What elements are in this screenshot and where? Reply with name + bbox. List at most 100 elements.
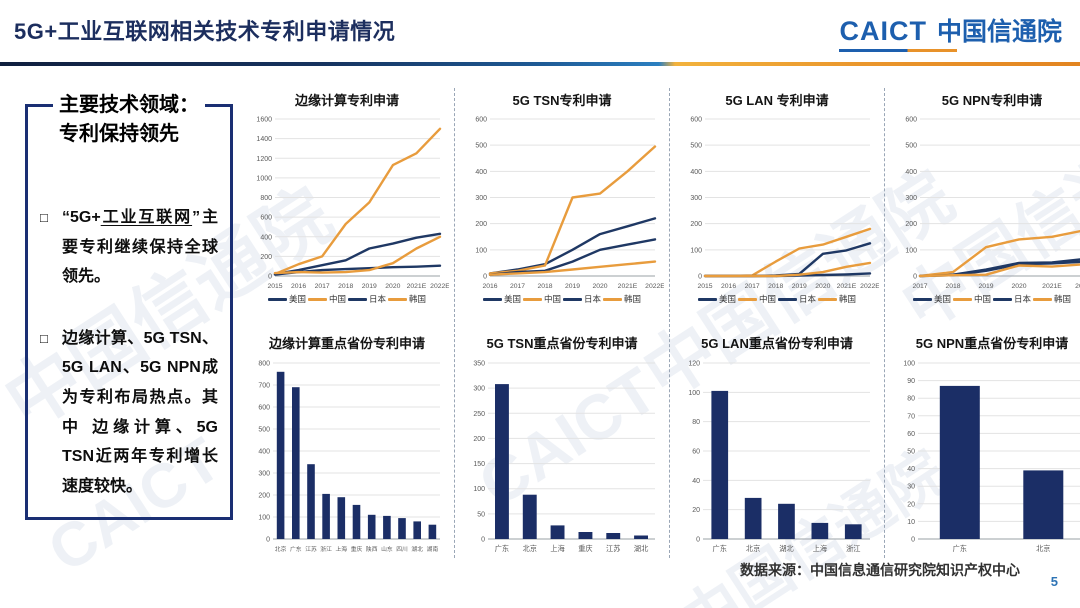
svg-text:400: 400 (260, 234, 272, 241)
svg-text:2018: 2018 (768, 283, 783, 290)
header: 5G+工业互联网相关技术专利申请情况 CAICT 中国信通院 (0, 0, 1080, 62)
svg-text:300: 300 (258, 471, 270, 478)
chart-5g-npn-provinces-bar: 5G NPN重点省份专利申请 0 10 20 30 40 50 60 70 80 90 100 广东 北京 (889, 333, 1080, 555)
chart-column-5g-tsn: 5G TSN专利申请 0 100 200 300 400 500 600 2016 2017 201… (455, 88, 670, 558)
svg-text:2015: 2015 (267, 283, 282, 290)
svg-text:0: 0 (483, 274, 487, 281)
svg-text:200: 200 (260, 254, 272, 261)
legend-line-swatch (563, 297, 582, 301)
svg-text:四川: 四川 (396, 546, 408, 553)
chart-column-edge-computing: 边缘计算专利申请 0 200 400 600 800 1000 1200 1400 1600 201… (240, 88, 455, 558)
svg-text:90: 90 (907, 378, 915, 385)
legend-line-swatch (522, 297, 542, 301)
svg-text:北京: 北京 (523, 544, 537, 553)
bar-plot: 0 50 100 150 200 250 300 350 广东 北京 上海 重庆 江苏 湖北 (473, 361, 655, 553)
panel-body: □ “5G+工业互联网”主要专利继续保持全球领先。 □ 边缘计算、5G TSN、… (28, 203, 230, 501)
chart-legend: 美国 中国 日本 韩国 (482, 293, 642, 305)
svg-text:100: 100 (258, 515, 270, 522)
svg-text:150: 150 (473, 461, 485, 468)
chart-title: 5G NPN重点省份专利申请 (915, 336, 1069, 351)
svg-text:100: 100 (688, 390, 700, 397)
svg-text:60: 60 (692, 449, 700, 456)
chart-legend: 美国 中国 日本 韩国 (697, 293, 857, 305)
svg-text:200: 200 (905, 221, 917, 228)
svg-text:500: 500 (690, 143, 702, 150)
chart-title: 5G NPN专利申请 (941, 93, 1043, 108)
svg-text:1400: 1400 (256, 136, 272, 143)
svg-text:浙江: 浙江 (320, 545, 332, 553)
svg-text:200: 200 (690, 221, 702, 228)
legend-line-swatch (778, 297, 797, 301)
panel-title-line2: 专利保持领先 (59, 123, 179, 145)
svg-text:2022E: 2022E (430, 283, 449, 290)
legend-item: 美国 (267, 293, 306, 305)
svg-text:1000: 1000 (256, 175, 272, 182)
legend-item: 中国 (307, 293, 346, 305)
svg-text:10: 10 (907, 519, 915, 526)
chart-title: 5G TSN重点省份专利申请 (486, 336, 638, 351)
svg-text:2021E: 2021E (407, 283, 427, 290)
svg-text:300: 300 (905, 195, 917, 202)
svg-text:300: 300 (690, 195, 702, 202)
svg-text:广东: 广东 (953, 544, 967, 553)
svg-text:1600: 1600 (256, 117, 272, 124)
bar-plot: 0 10 20 30 40 50 60 70 80 90 100 广东 北京 (903, 361, 1080, 553)
legend-line-swatch (952, 297, 972, 301)
svg-text:40: 40 (907, 466, 915, 473)
svg-text:300: 300 (475, 195, 487, 202)
legend-item: 日本 (563, 293, 601, 305)
legend-item: 中国 (737, 293, 776, 305)
bullet-text-1: “5G+工业互联网”主要专利继续保持全球领先。 (62, 209, 218, 286)
svg-text:2019: 2019 (362, 283, 377, 290)
svg-text:湖南: 湖南 (427, 545, 439, 553)
legend-line-swatch (1033, 297, 1053, 301)
svg-text:广东: 广东 (290, 545, 302, 553)
legend-line-swatch (482, 297, 502, 301)
svg-text:2022E: 2022E (1075, 283, 1080, 290)
chart-column-5g-npn: 5G NPN专利申请 0 100 200 300 400 500 600 2017 2018 201… (885, 88, 1080, 558)
svg-text:2022E: 2022E (860, 283, 879, 290)
svg-text:80: 80 (907, 396, 915, 403)
legend-line-swatch (267, 297, 287, 301)
charts-grid: 边缘计算专利申请 0 200 400 600 800 1000 1200 1400 1600 201… (240, 88, 1080, 558)
data-source-note: 数据来源：中国信息通信研究院知识产权中心 (740, 562, 1020, 578)
legend-item: 韩国 (603, 293, 641, 305)
svg-text:0: 0 (481, 537, 485, 544)
svg-text:50: 50 (907, 449, 915, 456)
chart-5g-tsn-line: 5G TSN专利申请 0 100 200 300 400 500 600 2016 2017 201… (459, 90, 665, 305)
header-divider (0, 62, 1080, 66)
svg-text:北京: 北京 (746, 544, 760, 553)
svg-text:2016: 2016 (291, 283, 306, 290)
svg-text:2017: 2017 (745, 283, 760, 290)
page-title: 5G+工业互联网相关技术专利申请情况 (14, 19, 396, 44)
svg-text:2020: 2020 (815, 283, 830, 290)
svg-text:湖北: 湖北 (634, 544, 648, 553)
chart-legend: 美国 中国 日本 韩国 (912, 293, 1072, 305)
chart-5g-npn-line: 5G NPN专利申请 0 100 200 300 400 500 600 2017 2018 201… (889, 90, 1080, 305)
legend-line-swatch (348, 297, 367, 301)
bullet-square-icon: □ (40, 330, 48, 346)
svg-text:江苏: 江苏 (305, 545, 317, 553)
svg-text:2021E: 2021E (837, 283, 857, 290)
chart-5g-lan-provinces-bar: 5G LAN重点省份专利申请 0 20 40 60 80 100 120 广东 北京 湖北 上海 浙江 (674, 333, 880, 555)
chart-title: 5G TSN专利申请 (512, 93, 612, 108)
line-plot: 0 200 400 600 800 1000 1200 1400 1600 2015 2016 201… (256, 117, 449, 291)
svg-text:湖北: 湖北 (779, 544, 793, 553)
svg-text:2017: 2017 (315, 283, 330, 290)
svg-text:40: 40 (692, 478, 700, 485)
line-plot: 0 100 200 300 400 500 600 2017 2018 2019 2020 2021E… (905, 117, 1080, 290)
key-findings-panel: 主要技术领域： 专利保持领先 □ “5G+工业互联网”主要专利继续保持全球领先。… (25, 91, 233, 520)
svg-text:2019: 2019 (978, 283, 993, 290)
bar-plot: 0 100 200 300 400 500 600 700 800 北京 广东 江苏 浙江 上海 重庆 陕西山… (258, 361, 440, 553)
legend-item: 韩国 (388, 293, 426, 305)
svg-text:北京: 北京 (275, 545, 287, 553)
svg-text:100: 100 (475, 247, 487, 254)
svg-text:350: 350 (473, 361, 485, 368)
svg-text:400: 400 (258, 449, 270, 456)
bar-plot: 0 20 40 60 80 100 120 广东 北京 湖北 上海 浙江 (688, 361, 870, 553)
legend-item: 韩国 (818, 293, 856, 305)
chart-title: 5G LAN 专利申请 (725, 93, 829, 108)
svg-text:2021E: 2021E (618, 283, 638, 290)
svg-text:0: 0 (913, 274, 917, 281)
